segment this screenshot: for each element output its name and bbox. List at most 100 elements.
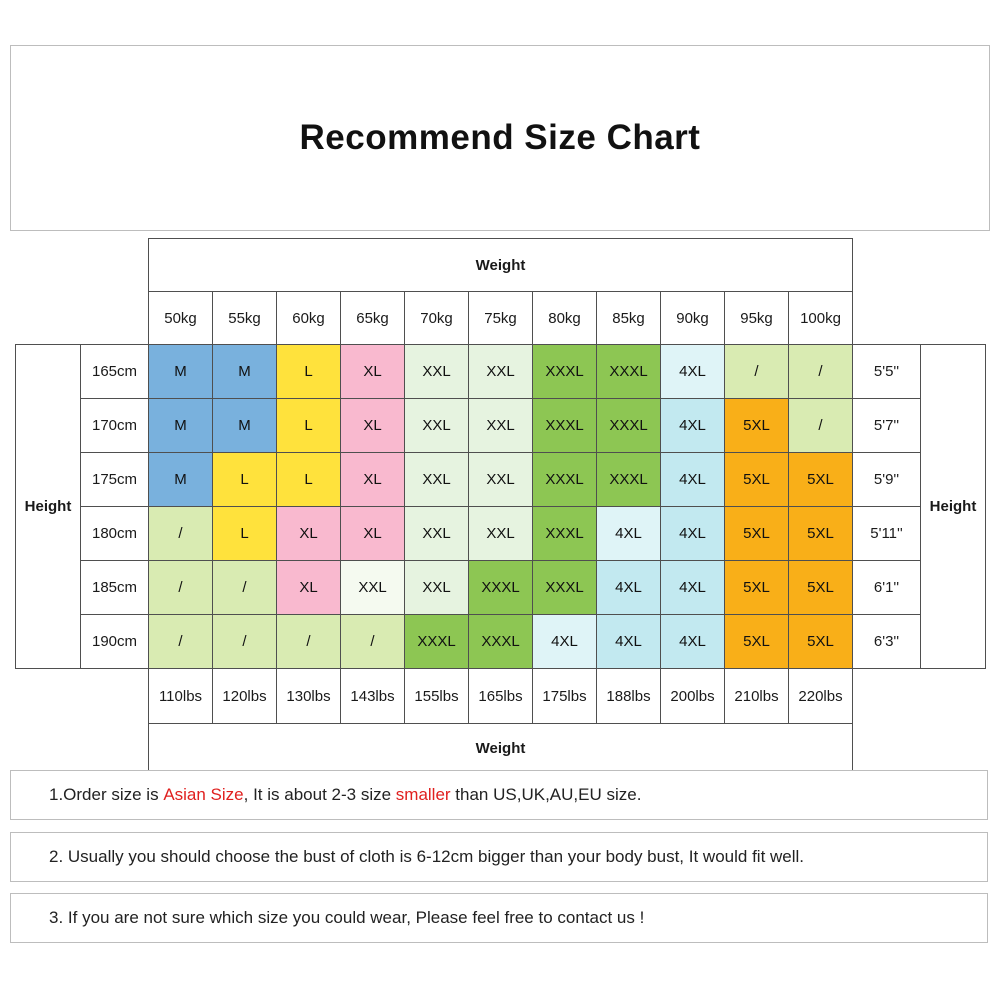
height-label-left: Height: [15, 344, 81, 669]
weight-lbs-header: 155lbs: [404, 668, 469, 724]
height-cm-cell: 185cm: [80, 560, 149, 615]
note-text: 1.Order size is: [49, 785, 164, 804]
size-cell: 4XL: [660, 398, 725, 453]
height-cm-cell: 180cm: [80, 506, 149, 561]
size-cell: XXXL: [468, 614, 533, 669]
height-cm-cell: 165cm: [80, 344, 149, 399]
size-cell: 4XL: [660, 506, 725, 561]
size-cell: XXXL: [532, 398, 597, 453]
spacer-cell: [16, 724, 149, 773]
size-cell: 5XL: [724, 398, 789, 453]
size-cell: XL: [340, 452, 405, 507]
weight-lbs-header: 188lbs: [596, 668, 661, 724]
size-cell: L: [212, 506, 277, 561]
size-cell: L: [212, 452, 277, 507]
weight-kg-header: 85kg: [596, 291, 661, 345]
note-text: 3. If you are not sure which size you co…: [49, 908, 645, 927]
size-cell: XXXL: [532, 506, 597, 561]
size-cell: /: [212, 560, 277, 615]
weight-lbs-header: 200lbs: [660, 668, 725, 724]
size-cell: /: [148, 614, 213, 669]
size-cell: /: [148, 560, 213, 615]
size-cell: 5XL: [787, 614, 854, 669]
size-cell: /: [340, 614, 405, 669]
spacer-cell: [853, 239, 986, 292]
size-cell: XL: [340, 398, 405, 453]
weight-lbs-header: 210lbs: [724, 668, 789, 724]
size-cell: XXXL: [532, 452, 597, 507]
page-title: Recommend Size Chart: [299, 118, 701, 157]
size-cell: 4XL: [532, 614, 597, 669]
size-cell: XXXL: [596, 344, 661, 399]
size-cell: 4XL: [660, 452, 725, 507]
height-ft-cell: 5'11'': [852, 506, 922, 561]
size-cell: XXXL: [596, 452, 661, 507]
size-cell: XL: [276, 560, 341, 615]
spacer-cell: [16, 239, 149, 292]
height-label-right: Height: [920, 344, 987, 669]
size-cell: /: [724, 344, 789, 399]
size-cell: XXL: [468, 506, 533, 561]
weight-lbs-header: 143lbs: [340, 668, 405, 724]
size-cell: M: [148, 344, 213, 399]
size-cell: L: [276, 344, 341, 399]
weight-kg-header: 75kg: [468, 291, 533, 345]
weight-lbs-header: 175lbs: [532, 668, 597, 724]
weight-lbs-header: 220lbs: [787, 668, 854, 724]
size-cell: /: [787, 398, 854, 453]
size-cell: 4XL: [660, 560, 725, 615]
weight-header-bottom: Weight: [147, 723, 854, 773]
size-cell: /: [276, 614, 341, 669]
size-cell: L: [276, 398, 341, 453]
size-cell: 5XL: [724, 560, 789, 615]
size-cell: M: [212, 398, 277, 453]
weight-kg-header: 70kg: [404, 291, 469, 345]
weight-kg-header: 95kg: [724, 291, 789, 345]
height-ft-cell: 5'7'': [852, 398, 922, 453]
height-ft-cell: 6'3'': [852, 614, 922, 669]
size-cell: L: [276, 452, 341, 507]
size-cell: 4XL: [596, 560, 661, 615]
size-chart-table: Weight 50kg 55kg 60kg 65kg 70kg 75kg 80kg 85kg 90…: [15, 238, 987, 773]
size-cell: 4XL: [660, 614, 725, 669]
note-text: than US,UK,AU,EU size.: [450, 785, 642, 804]
spacer-cell: [853, 724, 986, 773]
height-ft-cell: 6'1'': [852, 560, 922, 615]
weight-kg-header: 90kg: [660, 291, 725, 345]
size-cell: XL: [340, 506, 405, 561]
size-cell: 4XL: [660, 344, 725, 399]
size-cell: 5XL: [724, 614, 789, 669]
size-cell: XXL: [468, 452, 533, 507]
spacer-cell: [853, 292, 986, 345]
size-cell: XXXL: [532, 560, 597, 615]
size-cell: XXL: [404, 506, 469, 561]
height-ft-cell: 5'9'': [852, 452, 922, 507]
size-cell: 5XL: [724, 506, 789, 561]
size-cell: XL: [340, 344, 405, 399]
size-cell: XXL: [404, 344, 469, 399]
size-cell: M: [148, 452, 213, 507]
spacer-cell: [16, 292, 149, 345]
spacer-cell: [16, 669, 149, 724]
weight-lbs-header: 130lbs: [276, 668, 341, 724]
size-cell: XXXL: [468, 560, 533, 615]
height-ft-cell: 5'5'': [852, 344, 922, 399]
size-chart-body: Weight 50kg 55kg 60kg 65kg 70kg 75kg 80kg 85kg 90…: [15, 238, 987, 773]
weight-kg-header: 100kg: [787, 291, 854, 345]
size-cell: /: [148, 506, 213, 561]
weight-kg-header: 65kg: [340, 291, 405, 345]
title-box: Recommend Size Chart: [10, 45, 990, 231]
height-cm-cell: 190cm: [80, 614, 149, 669]
note-2: 2. Usually you should choose the bust of…: [10, 832, 988, 882]
weight-lbs-header: 165lbs: [468, 668, 533, 724]
weight-lbs-header: 110lbs: [148, 668, 213, 724]
size-cell: 5XL: [787, 452, 854, 507]
size-cell: XXXL: [404, 614, 469, 669]
note-text: 2. Usually you should choose the bust of…: [49, 847, 805, 866]
highlighted-text: Asian Size: [163, 785, 244, 804]
weight-kg-header: 80kg: [532, 291, 597, 345]
highlighted-text: smaller: [395, 785, 451, 804]
size-cell: 4XL: [596, 506, 661, 561]
weight-kg-header: 60kg: [276, 291, 341, 345]
weight-lbs-header: 120lbs: [212, 668, 277, 724]
